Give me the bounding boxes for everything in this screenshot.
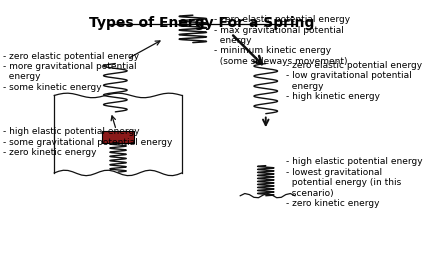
Text: - high elastic potential energy
- some gravitational potential energy
- zero kin: - high elastic potential energy - some g…: [3, 127, 172, 157]
Text: Types of Energy For a Spring: Types of Energy For a Spring: [89, 16, 314, 30]
Text: - zero elastic potential energy
- low gravitational potential
  energy
- high ki: - zero elastic potential energy - low gr…: [286, 61, 422, 101]
Bar: [102, 131, 135, 143]
Text: - zero elastic potential energy
- max gravitational potential
  energy
- minimum: - zero elastic potential energy - max gr…: [214, 15, 350, 66]
Text: - high elastic potential energy
- lowest gravitational
  potential energy (in th: - high elastic potential energy - lowest…: [286, 157, 422, 208]
Text: - zero elastic potential energy
- more gravitational potential
  energy
- some k: - zero elastic potential energy - more g…: [3, 52, 139, 92]
